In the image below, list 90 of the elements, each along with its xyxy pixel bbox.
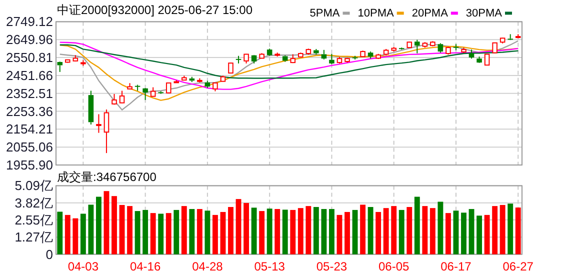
y-tick-label: 1955.90 (6, 158, 53, 172)
y-tick-label: 2352.51 (6, 86, 53, 101)
y-tick-label: 5.09亿 (14, 178, 53, 194)
bar (64, 214, 70, 254)
bar (244, 202, 249, 254)
bar (383, 208, 389, 254)
y-tick-label: 2.55亿 (14, 212, 53, 228)
bar (344, 212, 350, 254)
bar (88, 204, 94, 254)
bar (251, 208, 257, 254)
y-tick-label: 2055.06 (6, 140, 53, 155)
bar (196, 209, 202, 254)
x-tick-label: 06-27 (502, 259, 534, 274)
y-tick-label: 2154.21 (6, 122, 53, 137)
bar (352, 210, 358, 254)
x-tick-label: 05-13 (254, 259, 286, 274)
bar (446, 213, 451, 254)
bar (158, 214, 164, 254)
bar (96, 196, 102, 254)
bar (57, 212, 63, 254)
bar (368, 206, 374, 254)
bar (500, 204, 506, 254)
bar (104, 191, 110, 254)
bar (142, 210, 148, 254)
y-tick-label: 2550.81 (6, 50, 53, 66)
bar (453, 210, 459, 254)
bar (189, 209, 195, 254)
y-tick-label: 0 (46, 246, 53, 262)
bar (181, 206, 187, 254)
bar (80, 214, 86, 254)
bar (204, 210, 210, 254)
x-tick-label: 04-03 (68, 259, 99, 274)
bar (313, 206, 319, 254)
bar (508, 204, 514, 254)
bar (422, 206, 428, 254)
bar (398, 210, 404, 254)
bar (406, 206, 412, 254)
bar (220, 212, 226, 254)
bar (259, 211, 265, 254)
x-tick-label: 04-28 (192, 259, 224, 274)
bar (266, 208, 272, 254)
bar (468, 209, 474, 254)
bar (119, 204, 125, 254)
legend-label: 10PMA (358, 8, 394, 20)
bar (391, 206, 397, 254)
bar (336, 214, 342, 254)
chart-title: 中证2000[932000] 2025-06-27 15:00 (57, 3, 253, 17)
bar (461, 212, 466, 254)
x-tick-label: 05-23 (316, 259, 348, 274)
y-tick-label: 2253.36 (6, 104, 53, 119)
bar (321, 209, 327, 254)
bar (492, 206, 498, 254)
bar (414, 196, 420, 254)
line-series (59, 42, 519, 90)
bar (236, 199, 242, 254)
bar (306, 206, 312, 254)
bar (329, 209, 334, 254)
bar (484, 214, 490, 254)
bar (430, 208, 436, 254)
bar (376, 212, 382, 254)
bar (228, 206, 234, 254)
y-tick-label: 2451.66 (6, 68, 53, 83)
bar (438, 202, 444, 254)
line-series (59, 40, 519, 110)
x-tick-label: 06-17 (440, 259, 472, 274)
bar (476, 216, 482, 254)
y-tick-label: 2749.12 (6, 14, 53, 30)
bar (282, 210, 288, 254)
x-tick-label: 04-16 (130, 259, 161, 274)
y-tick-label: 3.82亿 (14, 195, 53, 210)
bar (166, 213, 172, 254)
bar (212, 214, 218, 254)
bar (360, 204, 366, 254)
bar (174, 210, 180, 254)
bar (134, 211, 140, 254)
legend-label: 5PMA (310, 8, 340, 20)
bar (515, 208, 521, 254)
bar (112, 196, 117, 254)
legend-label: 20PMA (412, 8, 449, 20)
bar (290, 210, 296, 254)
bar (150, 213, 156, 254)
chart-title: 成交量:346756700 (57, 170, 157, 184)
bar (72, 218, 78, 254)
y-tick-label: 2649.96 (6, 32, 53, 48)
bar (127, 206, 132, 254)
x-tick-label: 06-05 (378, 259, 410, 274)
bar (298, 208, 304, 254)
bar (274, 209, 280, 254)
y-tick-label: 1.27亿 (14, 230, 53, 245)
legend-label: 30PMA (466, 8, 503, 20)
